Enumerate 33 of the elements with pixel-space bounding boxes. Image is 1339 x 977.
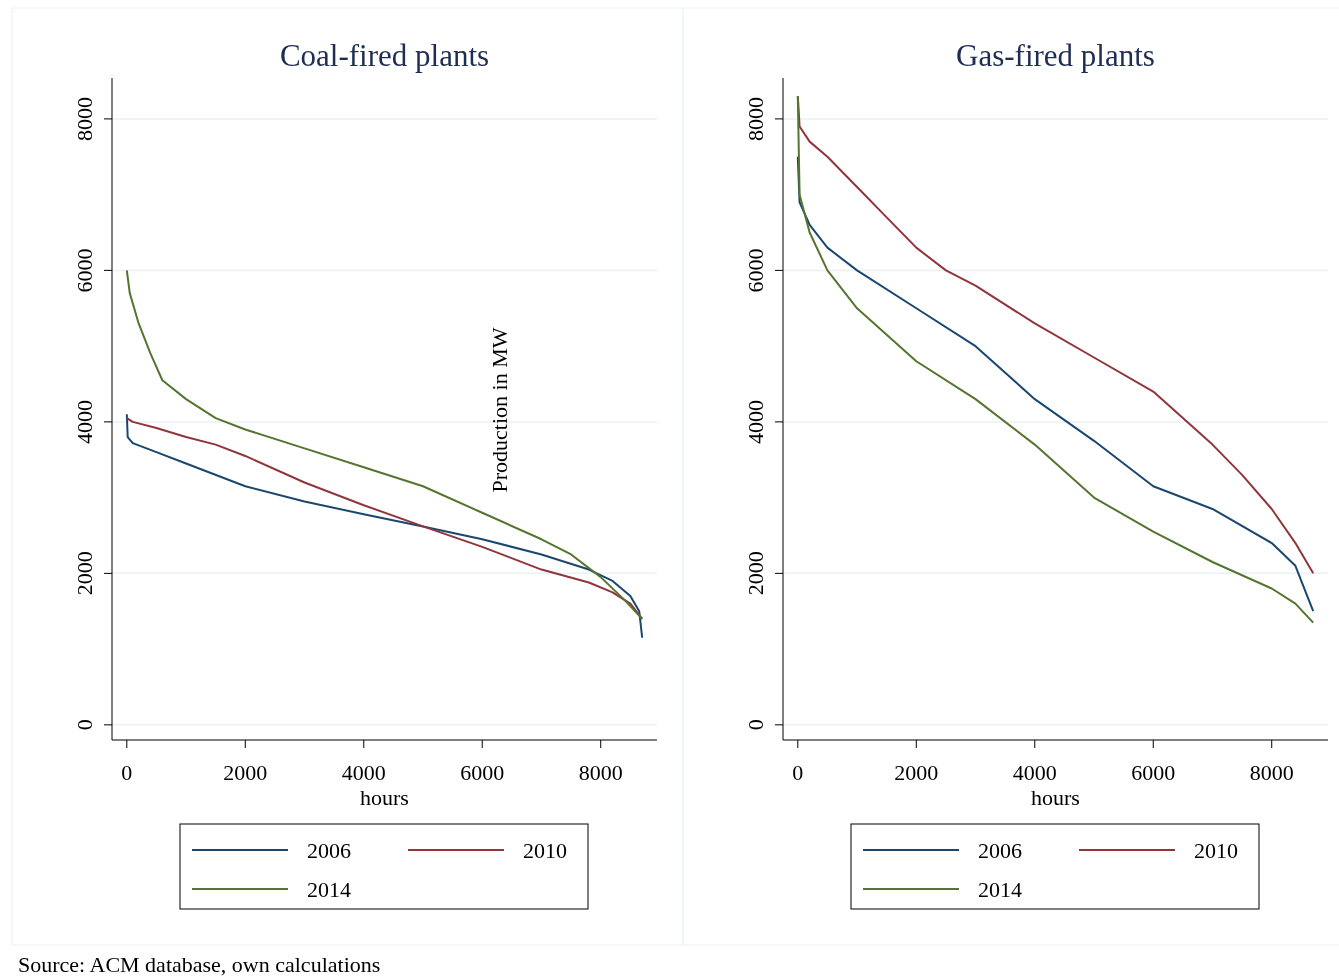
x-axis-title: hours xyxy=(360,785,409,810)
y-tick-label: 6000 xyxy=(743,248,768,293)
x-tick-label: 8000 xyxy=(578,760,623,785)
y-axis-title: Production in MW xyxy=(487,327,512,493)
x-tick-label: 0 xyxy=(121,760,133,785)
x-tick-label: 4000 xyxy=(341,760,386,785)
x-tick-label: 6000 xyxy=(1131,760,1176,785)
x-tick-label: 4000 xyxy=(1012,760,1057,785)
chart-title: Gas-fired plants xyxy=(956,38,1155,73)
y-tick-label: 6000 xyxy=(72,248,97,293)
x-tick-label: 0 xyxy=(792,760,804,785)
legend-label: 2010 xyxy=(523,838,567,863)
y-tick-label: 0 xyxy=(743,719,768,731)
y-tick-label: 2000 xyxy=(72,551,97,596)
legend-label: 2014 xyxy=(978,877,1022,902)
x-tick-label: 6000 xyxy=(460,760,505,785)
legend-label: 2006 xyxy=(307,838,351,863)
y-tick-label: 4000 xyxy=(72,399,97,444)
x-tick-label: 2000 xyxy=(894,760,939,785)
x-tick-label: 8000 xyxy=(1249,760,1294,785)
y-tick-label: 8000 xyxy=(743,96,768,141)
x-axis-title: hours xyxy=(1031,785,1080,810)
legend-label: 2006 xyxy=(978,838,1022,863)
legend-label: 2010 xyxy=(1194,838,1238,863)
chart-title: Coal-fired plants xyxy=(279,38,490,73)
y-tick-label: 0 xyxy=(72,719,97,731)
legend-label: 2014 xyxy=(307,877,351,902)
x-tick-label: 2000 xyxy=(223,760,268,785)
y-tick-label: 4000 xyxy=(743,399,768,444)
line-series xyxy=(125,269,644,620)
y-tick-label: 8000 xyxy=(72,96,97,141)
y-tick-label: 2000 xyxy=(743,551,768,596)
source-note: Source: ACM database, own calculations xyxy=(18,952,381,977)
